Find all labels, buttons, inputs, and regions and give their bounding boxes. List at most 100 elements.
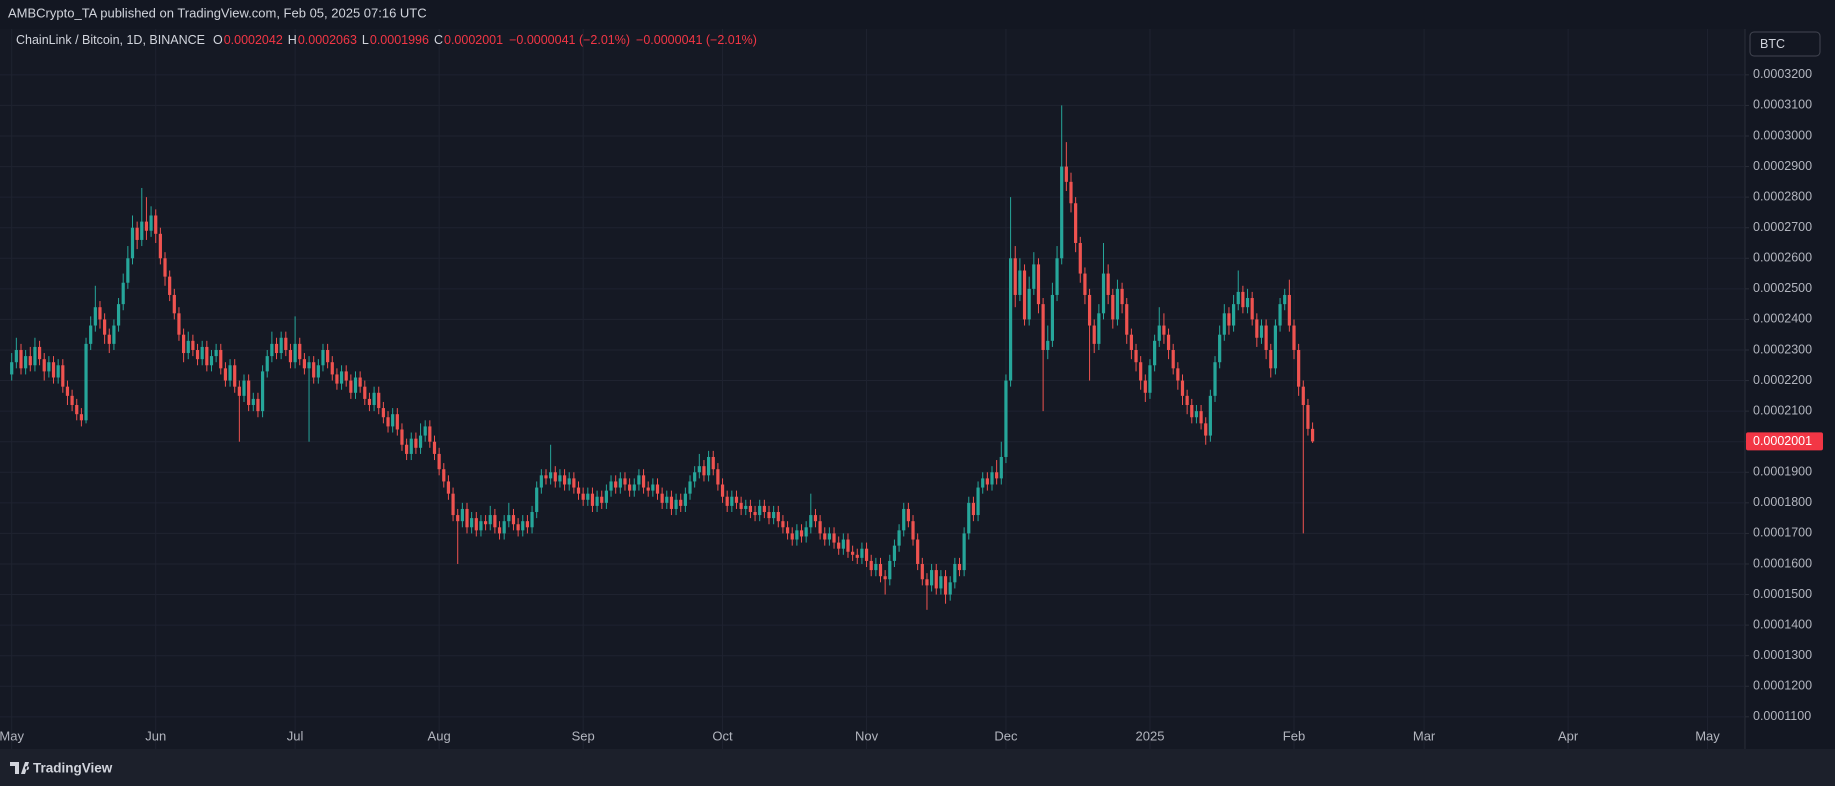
candle-body [748, 505, 753, 513]
candle-body [1106, 273, 1110, 295]
currency-button-label[interactable]: BTC [1760, 37, 1785, 51]
candle-body [1292, 325, 1296, 350]
candle-body [581, 493, 585, 500]
candle-body [237, 386, 241, 396]
x-tick-label: Oct [712, 728, 733, 743]
legend-change: −0.0000041 (−2.01%) [509, 33, 630, 47]
candle-body [1097, 313, 1101, 344]
candle-body [660, 493, 664, 503]
legend-ohlc-letter: O [213, 33, 223, 47]
candle-body [51, 362, 56, 378]
candle-body [851, 551, 855, 555]
legend-change: −0.0000041 (−2.01%) [636, 33, 757, 47]
candle-body [1222, 313, 1226, 335]
candle-body [163, 258, 167, 277]
candle-body [1194, 411, 1199, 418]
candle-body [1213, 362, 1217, 396]
candle-body [790, 533, 794, 540]
candle-body [470, 518, 474, 528]
candle-body [405, 444, 409, 454]
candle-body [233, 365, 237, 387]
candle-body [521, 521, 525, 531]
legend-symbol: ChainLink / Bitcoin, 1D, BINANCE [16, 33, 205, 47]
candle-body [1087, 294, 1092, 326]
candle-body [567, 478, 571, 485]
candle-body [1101, 273, 1106, 314]
x-tick-label: Jun [145, 728, 166, 743]
candle-body [247, 380, 251, 406]
candle-body [1306, 405, 1310, 429]
candle-body [920, 563, 924, 580]
candle-body [1055, 258, 1059, 295]
candle-body [195, 349, 200, 360]
candle-body [89, 325, 93, 344]
candle-body [1148, 365, 1152, 393]
candle-body [1297, 349, 1301, 387]
candle-body [483, 521, 488, 525]
candle-body [1301, 386, 1305, 406]
y-tick-label: 0.0002700 [1753, 220, 1812, 234]
candle-body [864, 548, 869, 561]
candle-body [553, 472, 557, 482]
candle-body [1190, 405, 1194, 418]
candle-body [42, 359, 46, 372]
y-tick-label: 0.0001900 [1753, 465, 1812, 479]
candle-body [614, 481, 618, 488]
candle-body [562, 475, 567, 485]
candle-body [260, 371, 265, 412]
candle-body [414, 438, 418, 448]
candle-body [200, 346, 204, 360]
candle-body [242, 380, 246, 396]
candle-body [330, 362, 334, 375]
candle-body [172, 294, 176, 314]
candle-body [256, 398, 260, 412]
candle-body [112, 325, 116, 344]
candle-body [251, 398, 255, 406]
candle-body [883, 576, 887, 580]
legend-ohlc-value: 0.0002042 [224, 33, 283, 47]
candle-body [934, 570, 938, 589]
candle-body [479, 521, 483, 531]
candle-body [869, 560, 873, 571]
candle-body [428, 426, 432, 442]
candle-body [976, 487, 980, 516]
candle-body [400, 429, 404, 445]
candle-body [1036, 264, 1041, 305]
candle-body [1310, 428, 1315, 442]
candle-body [683, 493, 687, 506]
candle-body [827, 533, 831, 540]
candle-body [465, 508, 469, 528]
symbol-legend: ChainLink / Bitcoin, 1D, BINANCE O0.00020… [16, 33, 757, 47]
candle-body [474, 518, 478, 531]
candle-body [1264, 325, 1268, 350]
candle-body [1245, 298, 1250, 308]
candle-body [902, 508, 906, 531]
candle-body [804, 527, 808, 537]
candle-body [140, 221, 144, 240]
plot-background [0, 29, 1745, 749]
candle-body [279, 337, 283, 354]
candle-body [56, 365, 60, 378]
candle-body [168, 276, 172, 295]
candle-body [572, 478, 576, 488]
candle-body [381, 408, 385, 418]
candle-body [758, 505, 762, 516]
candle-body [158, 233, 162, 259]
candle-body [437, 453, 441, 470]
y-tick-label: 0.0002400 [1753, 312, 1812, 326]
candle-body [641, 475, 646, 488]
candle-body [177, 313, 181, 335]
candle-body [1185, 395, 1189, 406]
candle-body [892, 545, 897, 561]
candle-body [335, 374, 339, 384]
candle-body [423, 426, 427, 436]
candle-body [1032, 264, 1036, 289]
candle-body [135, 227, 139, 240]
candle-body [823, 533, 827, 540]
candle-body [655, 484, 660, 494]
y-tick-label: 0.0001200 [1753, 679, 1812, 693]
currency-button[interactable]: BTC [1749, 31, 1821, 57]
currency-button-frame[interactable] [1749, 31, 1821, 57]
candle-body [446, 481, 451, 494]
